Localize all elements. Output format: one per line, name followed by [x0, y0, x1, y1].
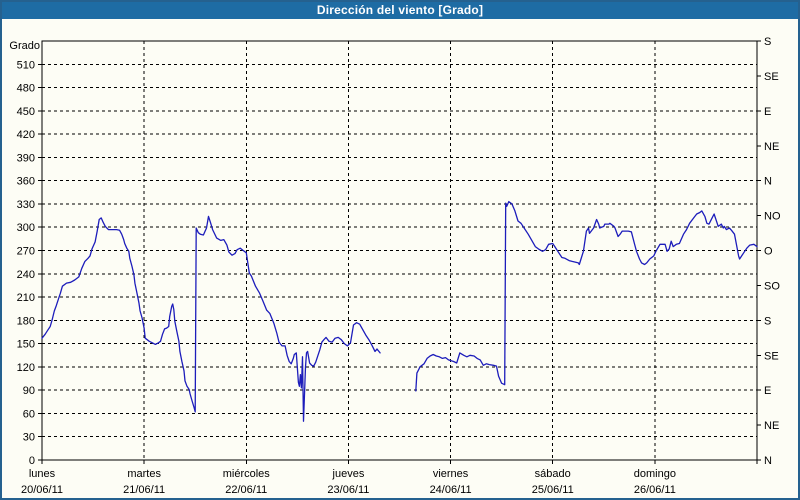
left-tick-label: 450: [17, 106, 35, 118]
left-tick-label: 480: [17, 83, 35, 95]
day-name-label: domingo: [634, 468, 676, 480]
left-tick-label: 210: [17, 292, 35, 304]
left-tick-label: 0: [29, 455, 35, 467]
day-date-label: 20/06/11: [21, 484, 63, 496]
left-tick-label: 180: [17, 315, 35, 327]
right-tick-label: E: [764, 385, 771, 397]
right-tick-label: NE: [764, 420, 779, 432]
day-date-label: 22/06/11: [225, 484, 267, 496]
chart-title: Dirección del viento [Grado]: [2, 2, 798, 19]
right-tick-label: SO: [764, 280, 780, 292]
day-name-label: lunes: [29, 468, 56, 480]
right-tick-label: NE: [764, 141, 779, 153]
day-date-label: 23/06/11: [327, 484, 369, 496]
day-date-label: 21/06/11: [123, 484, 165, 496]
left-tick-label: 420: [17, 129, 35, 141]
series-line-segment: [415, 200, 758, 392]
left-tick-label: 30: [23, 432, 35, 444]
day-date-label: 24/06/11: [430, 484, 472, 496]
left-tick-label: 360: [17, 176, 35, 188]
gridlines: [42, 41, 757, 460]
day-date-label: 26/06/11: [634, 484, 676, 496]
day-name-label: jueves: [332, 468, 365, 480]
series-line-segment: [41, 215, 381, 422]
right-tick-label: O: [764, 246, 773, 258]
left-tick-label: 300: [17, 222, 35, 234]
day-name-label: miércoles: [223, 468, 271, 480]
left-tick-label: 90: [23, 385, 35, 397]
right-tick-label: NO: [764, 211, 781, 223]
left-tick-label: 510: [17, 59, 35, 71]
right-tick-label: E: [764, 106, 771, 118]
left-tick-label: 270: [17, 246, 35, 258]
left-tick-label: 330: [17, 199, 35, 211]
axes: [38, 40, 761, 464]
axis-labels: 0 30 60 90 120 150 180 210 240 270 300 330 360 390 420…: [9, 36, 781, 496]
left-tick-label: 150: [17, 339, 35, 351]
right-tick-label: S: [764, 36, 771, 48]
right-tick-label: N: [764, 176, 772, 188]
left-tick-label: 120: [17, 362, 35, 374]
right-tick-label: N: [764, 455, 772, 467]
right-tick-label: S: [764, 315, 771, 327]
right-tick-label: SE: [764, 71, 779, 83]
left-axis-title: Grado: [9, 40, 40, 52]
day-name-label: sábado: [535, 468, 571, 480]
left-tick-label: 60: [23, 408, 35, 420]
day-date-label: 25/06/11: [532, 484, 574, 496]
left-tick-label: 240: [17, 269, 35, 281]
right-tick-label: SE: [764, 350, 779, 362]
day-name-label: martes: [127, 468, 161, 480]
left-tick-label: 390: [17, 152, 35, 164]
series-wind-direction: [41, 200, 758, 422]
day-name-label: viernes: [433, 468, 469, 480]
